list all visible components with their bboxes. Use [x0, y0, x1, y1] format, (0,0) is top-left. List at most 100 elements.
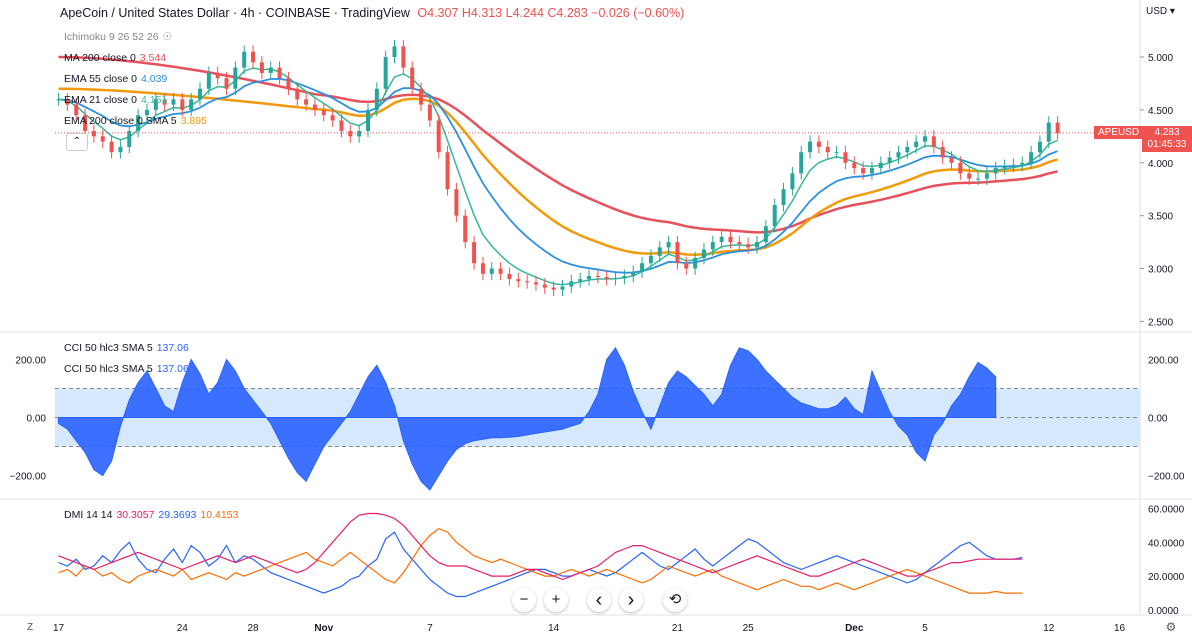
candle-body	[666, 242, 671, 248]
candle-body	[472, 242, 477, 264]
candle-body	[224, 78, 229, 89]
candle-body	[242, 51, 247, 68]
dmi-tick: 40.0000	[1148, 538, 1185, 549]
price-tick-label: 5.000	[1148, 53, 1173, 64]
candle-body	[896, 152, 901, 158]
candle-body	[171, 99, 176, 105]
candle-body	[118, 146, 123, 153]
cci-value-2: 137.06	[156, 363, 189, 375]
candle-body	[295, 88, 300, 100]
reset-chart-button[interactable]: ⟲	[663, 588, 687, 612]
eye-off-icon[interactable]: ☉	[162, 31, 172, 43]
ema200-legend[interactable]: EMA 200 close 0 SMA 5 3.895	[64, 115, 211, 127]
cci-tick-right: −200.00	[1148, 472, 1185, 483]
candle-body	[153, 99, 158, 110]
candle-body	[825, 146, 830, 153]
scroll-back-button[interactable]: ‹	[587, 588, 611, 612]
candle-body	[189, 99, 194, 110]
candle-body	[1020, 162, 1025, 165]
ichimoku-label: Ichimoku 9 26 52 26	[64, 31, 159, 43]
candle-body	[1002, 165, 1007, 169]
candle-body	[489, 268, 494, 274]
candle-body	[312, 104, 317, 110]
price-tick-label: 3.500	[1148, 212, 1173, 223]
candle-body	[1055, 122, 1060, 134]
timezone-z-icon[interactable]: Z	[26, 622, 34, 633]
zoom-in-button[interactable]: +	[544, 588, 568, 612]
ema21-legend[interactable]: EMA 21 close 0 4.151	[64, 94, 171, 106]
candle-body	[91, 131, 96, 137]
ma200-legend[interactable]: MA 200 close 0 3.544	[64, 52, 170, 64]
price-tick-label: 4.500	[1148, 106, 1173, 117]
candle-body	[357, 131, 362, 137]
candle-body	[940, 146, 945, 158]
currency-menu[interactable]: USD ▾	[1146, 6, 1175, 17]
candle-body	[781, 189, 786, 206]
ema55-value: 4.039	[140, 73, 168, 85]
ema55-line	[58, 77, 1058, 274]
candle-body	[498, 268, 503, 274]
candle-body	[861, 168, 866, 174]
ema21-line	[58, 67, 1058, 286]
zoom-out-button[interactable]: −	[512, 588, 536, 612]
ichimoku-legend[interactable]: Ichimoku 9 26 52 26 ☉	[64, 31, 176, 43]
candle-body	[737, 242, 742, 245]
candle-body	[268, 67, 273, 73]
candle-body	[348, 131, 353, 137]
candle-body	[74, 104, 79, 116]
candle-body	[613, 278, 618, 280]
candle-body	[887, 157, 892, 163]
currency-label: USD	[1146, 6, 1168, 17]
dmi-legend[interactable]: DMI 14 14 30.3057 29.3693 10.4153	[64, 509, 242, 521]
settings-icon[interactable]: ⚙	[1165, 620, 1177, 634]
cci-legend-1[interactable]: CCI 50 hlc3 SMA 5 137.06	[64, 342, 193, 354]
candle-body	[790, 173, 795, 190]
candle-body	[976, 178, 981, 180]
candle-body	[215, 72, 220, 79]
candle-body	[419, 88, 424, 105]
dmi-line-di	[58, 528, 1023, 594]
time-axis-label: 5	[922, 623, 928, 634]
candle-body	[993, 168, 998, 174]
candle-body	[905, 146, 910, 153]
candle-body	[525, 281, 530, 283]
candle-body	[878, 162, 883, 169]
candle-body	[162, 99, 167, 105]
candle-body	[410, 67, 415, 89]
collapse-legend-chevron-up-icon[interactable]: ⌃	[66, 133, 88, 151]
ema200-label: EMA 200 close 0 SMA 5	[64, 115, 177, 127]
candle-body	[560, 286, 565, 290]
candle-body	[755, 242, 760, 248]
cci-tick-left: 200.00	[15, 356, 46, 367]
candle-body	[693, 257, 698, 269]
candle-body	[401, 46, 406, 68]
candle-body	[852, 162, 857, 169]
time-axis-label: 24	[177, 623, 189, 634]
dmi-tick: 20.0000	[1148, 572, 1185, 583]
candle-body	[1046, 122, 1051, 142]
candle-body	[640, 263, 645, 272]
candle-body	[684, 263, 689, 269]
time-axis-label: 14	[548, 623, 560, 634]
time-axis-label: 28	[247, 623, 259, 634]
symbol-title[interactable]: ApeCoin / United States Dollar · 4h · CO…	[60, 6, 410, 20]
candle-body	[958, 162, 963, 174]
candle-body	[339, 120, 344, 132]
ema55-legend[interactable]: EMA 55 close 0 4.039	[64, 73, 171, 85]
candle-body	[83, 115, 88, 132]
ma200-value: 3.544	[139, 52, 167, 64]
scroll-forward-button[interactable]: ›	[619, 588, 643, 612]
candle-body	[321, 109, 326, 116]
candle-body	[251, 51, 256, 63]
candle-body	[648, 255, 653, 264]
candle-body	[463, 215, 468, 243]
time-axis-label: 17	[53, 623, 65, 634]
candle-body	[914, 141, 919, 147]
candle-body	[719, 236, 724, 243]
dmi-adx-value: 10.4153	[200, 509, 239, 521]
bar-countdown: 01:45:33	[1147, 139, 1187, 150]
cci-legend-2[interactable]: CCI 50 hlc3 SMA 5 137.06	[64, 363, 193, 375]
candle-body	[304, 99, 309, 105]
